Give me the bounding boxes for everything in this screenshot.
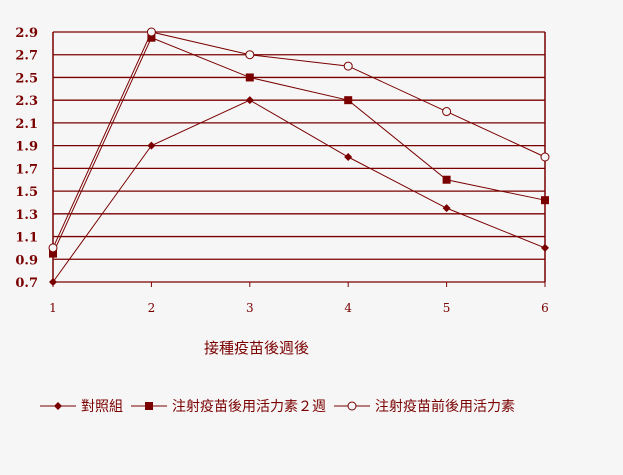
x-tick-label: 4 [344, 301, 352, 315]
square-marker-icon [344, 96, 353, 105]
x-tick-label: 1 [49, 301, 57, 315]
square-marker-icon [49, 249, 57, 258]
y-axis-ticks: 0.7 0.9 1.1 1.3 1.5 1.7 1.9 2.1 2.3 2.5 2.7 2.9 [15, 26, 38, 291]
circle-marker-icon [334, 401, 370, 411]
series-diamond [49, 96, 549, 286]
circle-marker-icon [245, 50, 255, 60]
x-tick-label: 2 [148, 301, 156, 315]
diamond-marker-icon [147, 141, 156, 150]
diamond-marker-icon [344, 153, 353, 161]
x-tick-label: 5 [443, 301, 451, 315]
diamond-marker-icon [40, 402, 76, 410]
x-axis-title: 接種疫苗後週後 [204, 339, 310, 357]
series-square [49, 33, 549, 258]
legend-label: 注射疫苗前後用活力素 [375, 399, 515, 415]
legend-label: 注射疫苗後用活力素２週 [172, 399, 326, 415]
y-tick-label: 2.9 [15, 26, 38, 41]
y-tick-label: 1.9 [15, 140, 38, 155]
y-tick-label: 2.3 [15, 94, 38, 109]
y-tick-label: 2.1 [15, 117, 38, 132]
square-marker-icon [147, 33, 156, 42]
square-marker-icon [541, 196, 549, 205]
y-tick-label: 0.9 [15, 253, 38, 268]
diamond-marker-icon [541, 243, 549, 252]
y-tick-label: 1.1 [15, 231, 38, 246]
series-lines [48, 27, 550, 286]
x-tick-label: 6 [541, 301, 549, 315]
circle-marker-icon [343, 61, 353, 71]
diamond-marker-icon [442, 204, 451, 213]
legend: 對照組 注射疫苗後用活力素２週 注射疫苗前後用活力素 [40, 396, 523, 416]
square-marker-icon [442, 175, 451, 184]
line-chart: 0.7 0.9 1.1 1.3 1.5 1.7 1.9 2.1 2.3 2.5 2.7 2.9 1 2 3… [15, 26, 550, 315]
y-tick-label: 1.3 [15, 208, 38, 223]
y-tick-label: 0.7 [15, 276, 38, 291]
series-circle [48, 27, 550, 253]
circle-marker-icon [146, 27, 156, 37]
y-tick-label: 1.7 [15, 162, 38, 177]
legend-item-control: 對照組 [40, 396, 123, 416]
diamond-marker-icon [245, 96, 254, 105]
circle-marker-icon [540, 152, 550, 162]
circle-marker-icon [442, 107, 452, 117]
axes [52, 32, 546, 287]
legend-item-before-after: 注射疫苗前後用活力素 [334, 396, 515, 416]
x-tick-label: 3 [246, 301, 254, 315]
square-marker-icon [131, 402, 167, 410]
square-marker-icon [245, 73, 254, 82]
legend-label: 對照組 [81, 399, 123, 415]
y-tick-label: 2.7 [15, 49, 38, 64]
y-tick-label: 2.5 [15, 71, 38, 86]
y-tick-label: 1.5 [15, 185, 38, 200]
x-axis-ticks: 1 2 3 4 5 6 [49, 301, 549, 315]
legend-item-after-2w: 注射疫苗後用活力素２週 [131, 396, 326, 416]
circle-marker-icon [48, 243, 58, 253]
diamond-marker-icon [49, 278, 57, 286]
gridlines [53, 31, 545, 283]
